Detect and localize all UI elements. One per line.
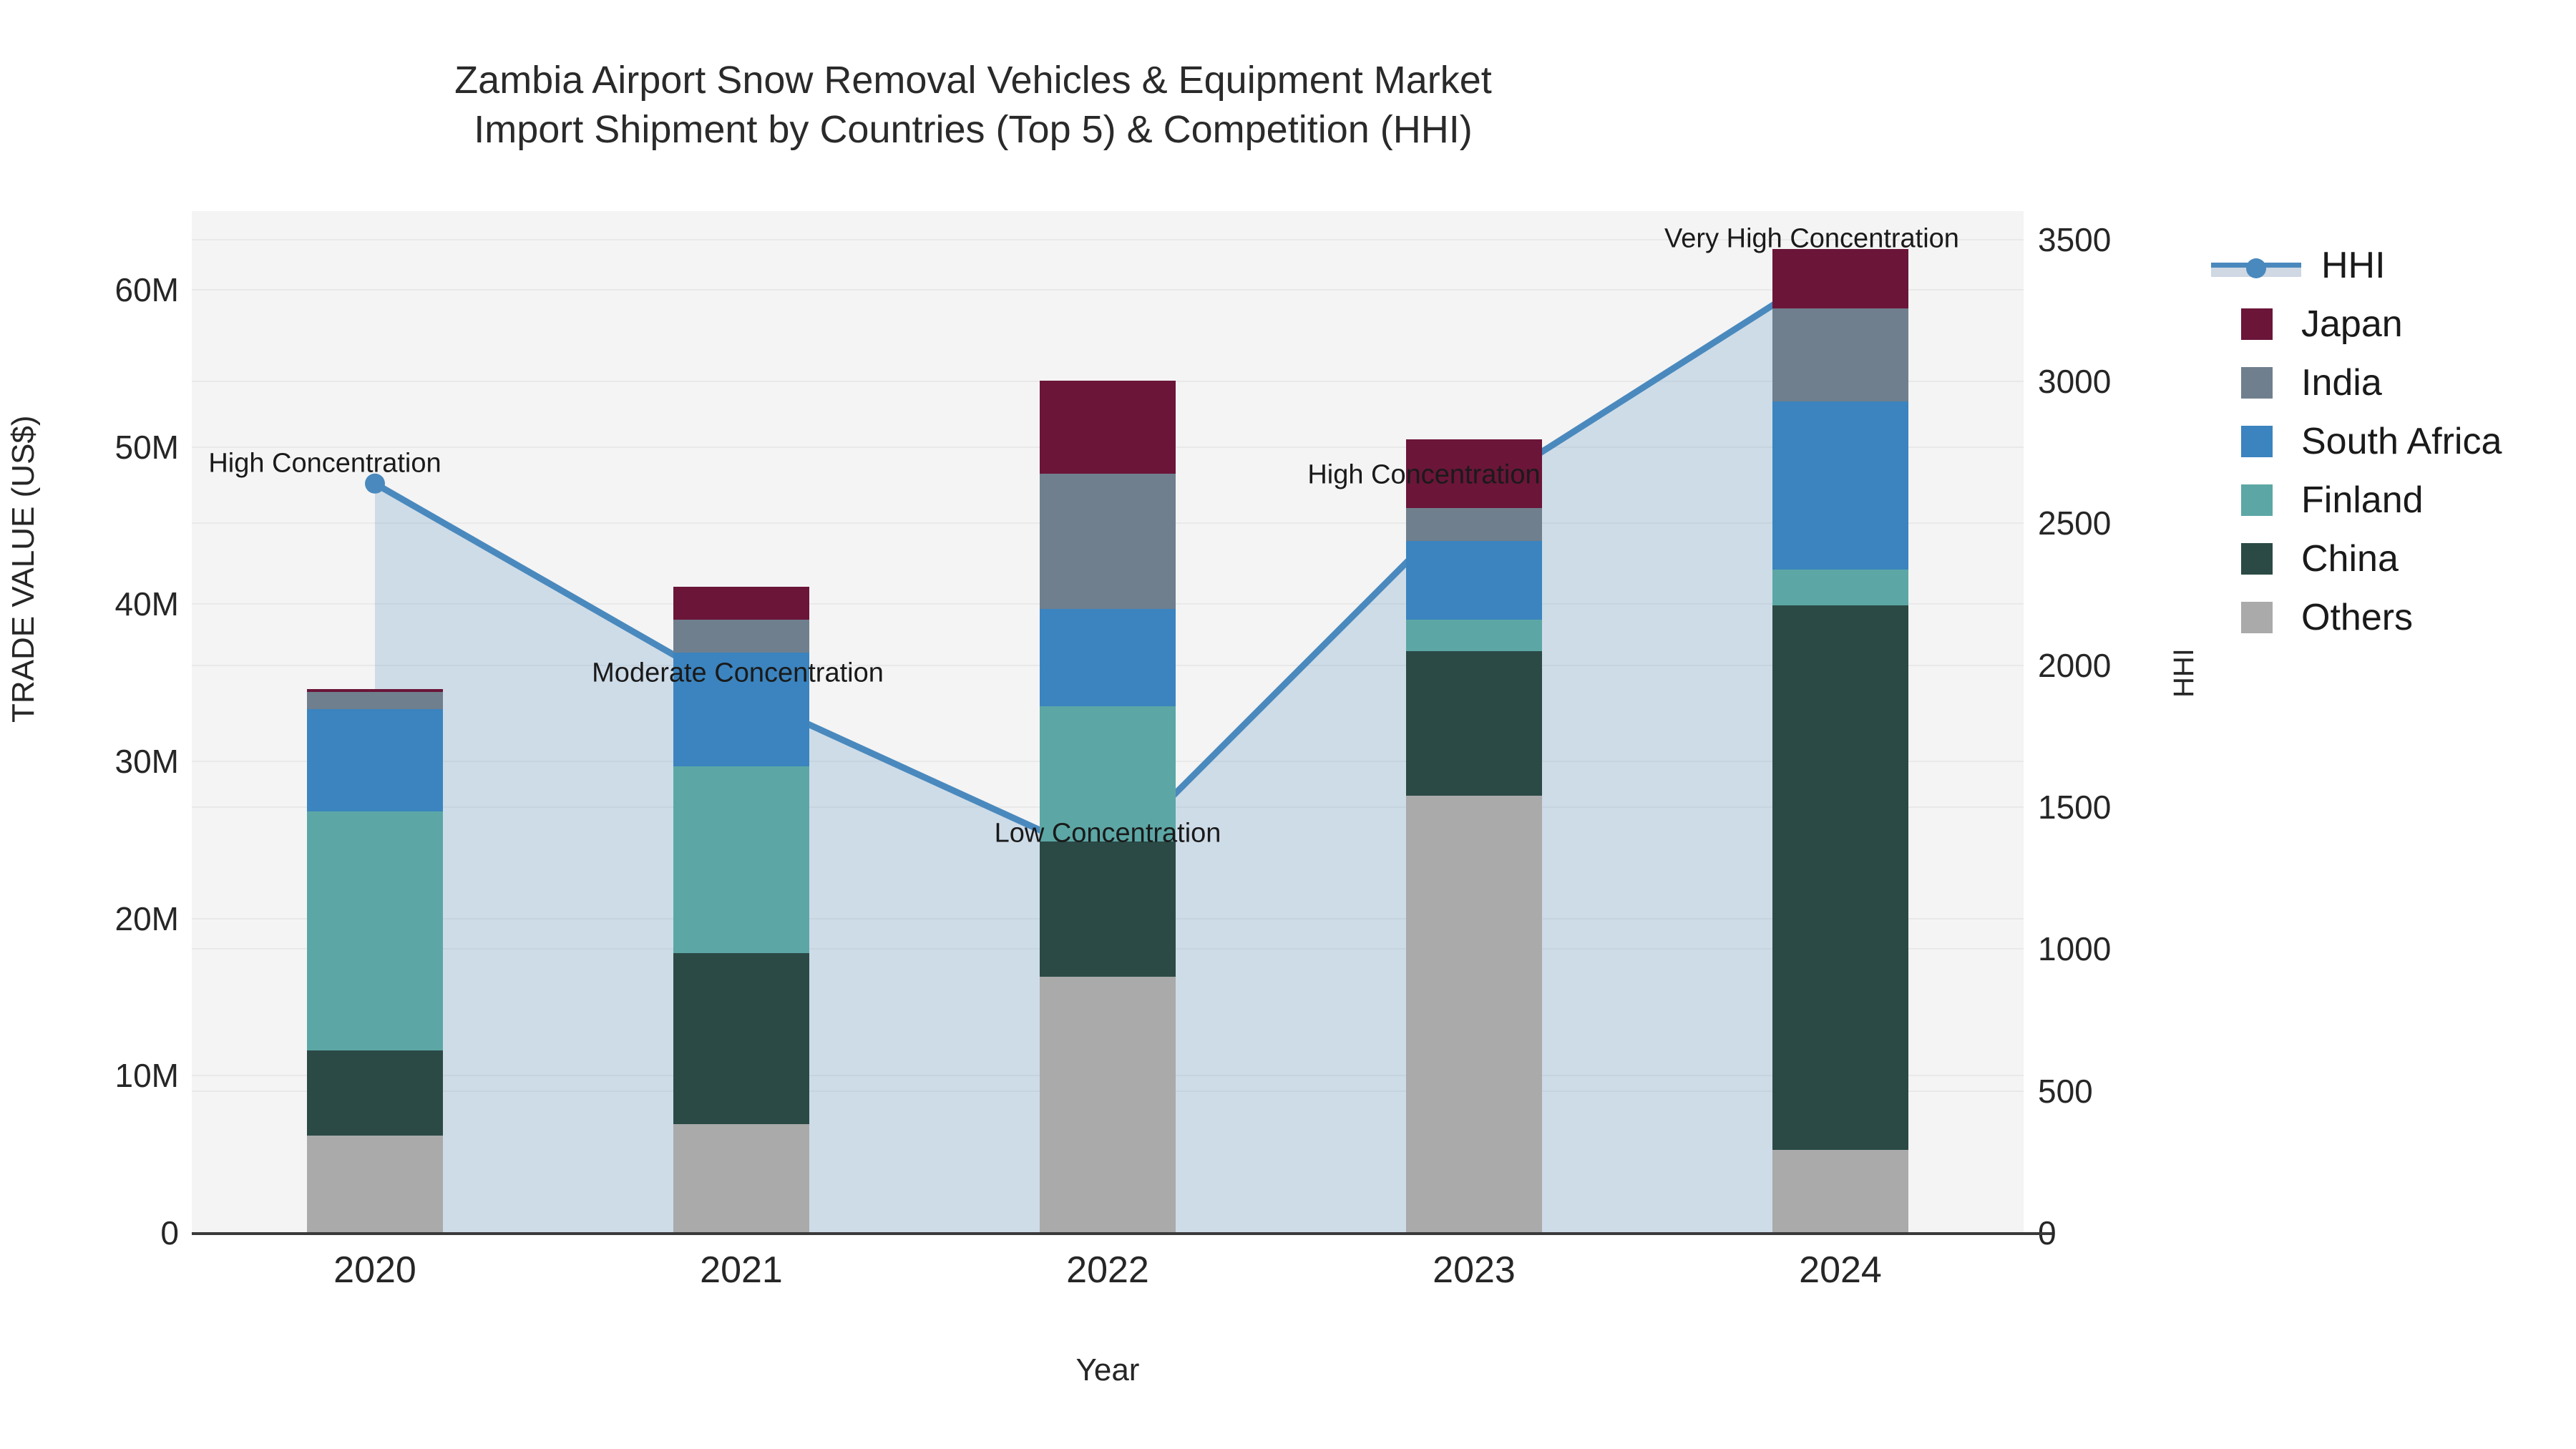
y-axis-right-tick: 3000 — [2038, 363, 2112, 400]
bar-segment — [1040, 976, 1176, 1233]
bar-segment — [673, 587, 809, 620]
bar-segment — [1040, 841, 1176, 977]
chart-title-line2: Import Shipment by Countries (Top 5) & C… — [474, 108, 1473, 152]
y-axis-left-tick: 40M — [114, 585, 179, 623]
bar-segment — [1406, 796, 1542, 1233]
y-axis-right-tick: 1500 — [2038, 789, 2112, 826]
bar-segment — [307, 811, 443, 1051]
legend-swatch — [2241, 543, 2273, 575]
bar-segment — [673, 766, 809, 953]
y-axis-left-tick: 30M — [114, 742, 179, 780]
concentration-label: High Concentration — [1307, 459, 1541, 490]
concentration-label: High Concentration — [208, 448, 441, 479]
bar-segment — [673, 952, 809, 1125]
legend-item[interactable]: Finland — [2211, 471, 2502, 530]
y-axis-right-tick: 3500 — [2038, 220, 2112, 258]
y-axis-right-tick: 1000 — [2038, 930, 2112, 968]
legend-swatch — [2241, 484, 2273, 516]
bar-segment — [1406, 620, 1542, 652]
legend-item[interactable]: South Africa — [2211, 412, 2502, 471]
legend-label: India — [2301, 362, 2382, 404]
y-axis-right-tick: 2500 — [2038, 504, 2112, 542]
x-axis-tick: 2020 — [333, 1249, 416, 1291]
legend-item[interactable]: China — [2211, 530, 2502, 588]
y-axis-left-tick: 0 — [160, 1214, 179, 1252]
bar-segment — [1406, 651, 1542, 796]
legend-label: HHI — [2321, 245, 2386, 286]
bar-segment — [307, 1050, 443, 1136]
x-axis-line — [192, 1232, 2052, 1235]
x-axis-tick: 2021 — [700, 1249, 783, 1291]
legend-line-marker — [2211, 250, 2301, 281]
legend-swatch — [2241, 602, 2273, 633]
chart-title-line1: Zambia Airport Snow Removal Vehicles & E… — [454, 59, 1492, 102]
bar-segment — [1772, 308, 1908, 401]
legend-swatch — [2241, 308, 2273, 340]
concentration-label: Low Concentration — [994, 818, 1221, 849]
legend-label: China — [2301, 538, 2399, 580]
y-axis-left-tick: 50M — [114, 428, 179, 466]
legend-item[interactable]: Others — [2211, 588, 2502, 647]
bar-segment — [307, 709, 443, 812]
y-axis-right-label-wrap: HHI — [2168, 648, 2218, 730]
bar-segment — [1040, 381, 1176, 474]
bar-segment — [1406, 508, 1542, 542]
legend-label: South Africa — [2301, 421, 2502, 462]
y-axis-left-tick: 10M — [114, 1057, 179, 1095]
y-axis-left-tick: 20M — [114, 899, 179, 937]
concentration-label: Moderate Concentration — [592, 658, 884, 688]
y-axis-right-label: HHI — [2168, 648, 2200, 698]
bar-segment — [673, 1124, 809, 1233]
bar-segment — [673, 620, 809, 653]
bar-segment — [307, 692, 443, 710]
concentration-label: Very High Concentration — [1664, 223, 1959, 254]
y-axis-left-label: TRADE VALUE (US$) — [6, 415, 41, 723]
bar-segment — [673, 653, 809, 766]
y-axis-left-tick: 60M — [114, 270, 179, 308]
legend-swatch — [2241, 367, 2273, 399]
x-axis-tick: 2022 — [1066, 1249, 1149, 1291]
x-axis-tick: 2024 — [1799, 1249, 1882, 1291]
bar-segment — [1040, 608, 1176, 707]
bar-segment — [1406, 541, 1542, 620]
y-axis-right-tick: 2000 — [2038, 646, 2112, 684]
bar-segment — [1040, 706, 1176, 841]
bar-segment — [1040, 473, 1176, 609]
bar-segment — [1772, 248, 1908, 309]
legend-label: Others — [2301, 597, 2414, 638]
x-axis-label: Year — [1075, 1352, 1140, 1387]
legend-label: Finland — [2301, 479, 2424, 521]
chart-title: Zambia Airport Snow Removal Vehicles & E… — [0, 56, 1946, 155]
hhi-marker — [365, 473, 385, 494]
bar-segment — [1772, 605, 1908, 1150]
y-axis-left-label-wrap: TRADE VALUE (US$) — [6, 416, 313, 758]
legend-item[interactable]: Japan — [2211, 295, 2502, 353]
bar-segment — [1406, 439, 1542, 509]
bar-segment — [307, 1135, 443, 1233]
gridline — [192, 238, 2024, 240]
gridline — [192, 288, 2024, 291]
bar-segment — [1772, 1149, 1908, 1233]
legend: HHI Japan India South Africa Finland China Oth… — [2211, 236, 2502, 647]
x-axis-tick: 2023 — [1433, 1249, 1516, 1291]
bar-segment — [1772, 569, 1908, 606]
legend-swatch — [2241, 426, 2273, 457]
legend-item[interactable]: India — [2211, 353, 2502, 412]
y-axis-right-tick: 500 — [2038, 1072, 2093, 1110]
legend-label: Japan — [2301, 303, 2403, 345]
bar-segment — [307, 688, 443, 693]
legend-item[interactable]: HHI — [2211, 236, 2502, 295]
bar-segment — [1772, 401, 1908, 570]
